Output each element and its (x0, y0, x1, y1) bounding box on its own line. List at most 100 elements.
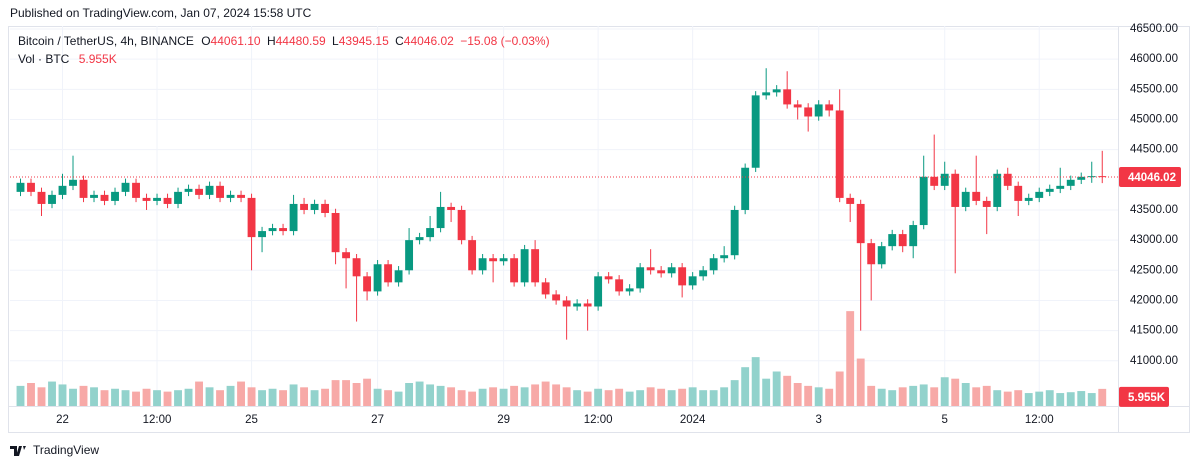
volume-bar (48, 381, 56, 406)
candle-body (300, 203, 309, 210)
volume-bar (163, 391, 172, 406)
volume-bar (468, 391, 477, 406)
ohlc-value: 44480.59 (276, 34, 326, 48)
candle-body (909, 225, 918, 247)
volume-bar (247, 387, 256, 406)
candle-body (835, 110, 844, 198)
candle-body (1066, 179, 1075, 186)
y-tick-label: 42000.00 (1130, 294, 1178, 306)
candle-body (153, 197, 161, 201)
candle-body (825, 104, 834, 111)
candle-body (793, 104, 802, 108)
volume-bar (657, 388, 666, 406)
candle-body (951, 173, 960, 207)
candle-body (426, 228, 435, 238)
candle-body (247, 197, 256, 238)
ohlc-value: 43945.15 (339, 34, 389, 48)
volume-bar (877, 388, 886, 406)
candle-body (184, 188, 193, 192)
chart-frame (8, 26, 1190, 433)
y-tick-label: 41500.00 (1130, 325, 1178, 337)
volume-bar (111, 388, 119, 406)
candle-body (667, 267, 676, 274)
candle-body (1014, 185, 1023, 201)
volume-bar (951, 378, 960, 406)
volume-bar (310, 390, 319, 406)
candle-body (163, 197, 172, 204)
volume-bar (415, 381, 424, 406)
symbol: Bitcoin / TetherUS, 4h, BINANCE (18, 34, 194, 48)
volume-bar (16, 385, 25, 406)
y-tick-label: 45000.00 (1130, 114, 1178, 126)
candle-body (541, 282, 550, 295)
candle-body (90, 194, 98, 198)
volume-bar (132, 391, 140, 406)
candle-body (258, 231, 266, 238)
volume-bar (835, 371, 844, 406)
volume-bar (426, 384, 435, 406)
candle-body (772, 89, 781, 93)
candle-body (982, 200, 991, 207)
candle-body (930, 176, 939, 186)
volume-bar (520, 387, 529, 406)
volume-bar (867, 385, 876, 406)
volume-bar (846, 311, 855, 406)
y-tick-label: 44500.00 (1130, 144, 1178, 156)
candle-body (573, 303, 582, 307)
volume-bar (940, 377, 949, 406)
volume-bar (646, 387, 655, 406)
candle-body (972, 191, 981, 201)
volume-bar (153, 390, 161, 406)
candle-body (478, 258, 487, 271)
candle-body (16, 182, 25, 192)
volume-bar (384, 390, 393, 406)
candle-body (804, 107, 813, 117)
volume-bar (289, 384, 298, 406)
candle-body (877, 246, 886, 265)
volume-value: 5.955K (79, 52, 117, 66)
volume-bar (279, 390, 287, 406)
x-tick-label: 25 (245, 414, 258, 426)
ohlc-key: C (395, 34, 404, 48)
volume-bar (37, 387, 46, 406)
candle-body (48, 194, 56, 204)
y-tick-label: 46500.00 (1130, 23, 1178, 35)
volume-bar (1003, 391, 1012, 406)
candle-body (646, 267, 655, 271)
brand-logo: TradingView (10, 443, 99, 457)
candle-body (657, 270, 666, 274)
candle-body (625, 288, 634, 292)
candle-body (898, 234, 907, 247)
volume-bar (489, 387, 498, 406)
candle-body (132, 182, 140, 198)
candle-body (846, 197, 855, 204)
volume-bar (825, 388, 834, 406)
candle-body (1045, 188, 1054, 192)
volume-bar (499, 388, 508, 406)
candle-body (583, 303, 592, 307)
candle-body (352, 258, 361, 277)
volume-bar (888, 390, 897, 406)
candle-body (678, 267, 687, 286)
y-tick-label: 41000.00 (1130, 355, 1178, 367)
candle-body (37, 191, 46, 204)
ohlc-key: L (332, 34, 339, 48)
volume-bar (268, 388, 277, 406)
volume-bar (783, 375, 792, 406)
volume-bar (1014, 390, 1023, 406)
candle-body (1056, 185, 1065, 189)
volume-bar (321, 388, 330, 406)
x-tick-label: 3 (815, 414, 821, 426)
candle-body (268, 228, 277, 232)
candle-body (751, 95, 760, 168)
volume-bar (730, 380, 739, 406)
candle-body (562, 300, 571, 307)
volume-last-label: 5.955K (1128, 392, 1166, 404)
candle-body (342, 252, 351, 259)
volume-bar (205, 387, 214, 406)
candle-body (1003, 173, 1012, 186)
volume-bar (1024, 393, 1033, 406)
x-tick-label: 12:00 (143, 414, 172, 426)
volume-bar (930, 387, 939, 406)
candle-body (226, 194, 235, 198)
